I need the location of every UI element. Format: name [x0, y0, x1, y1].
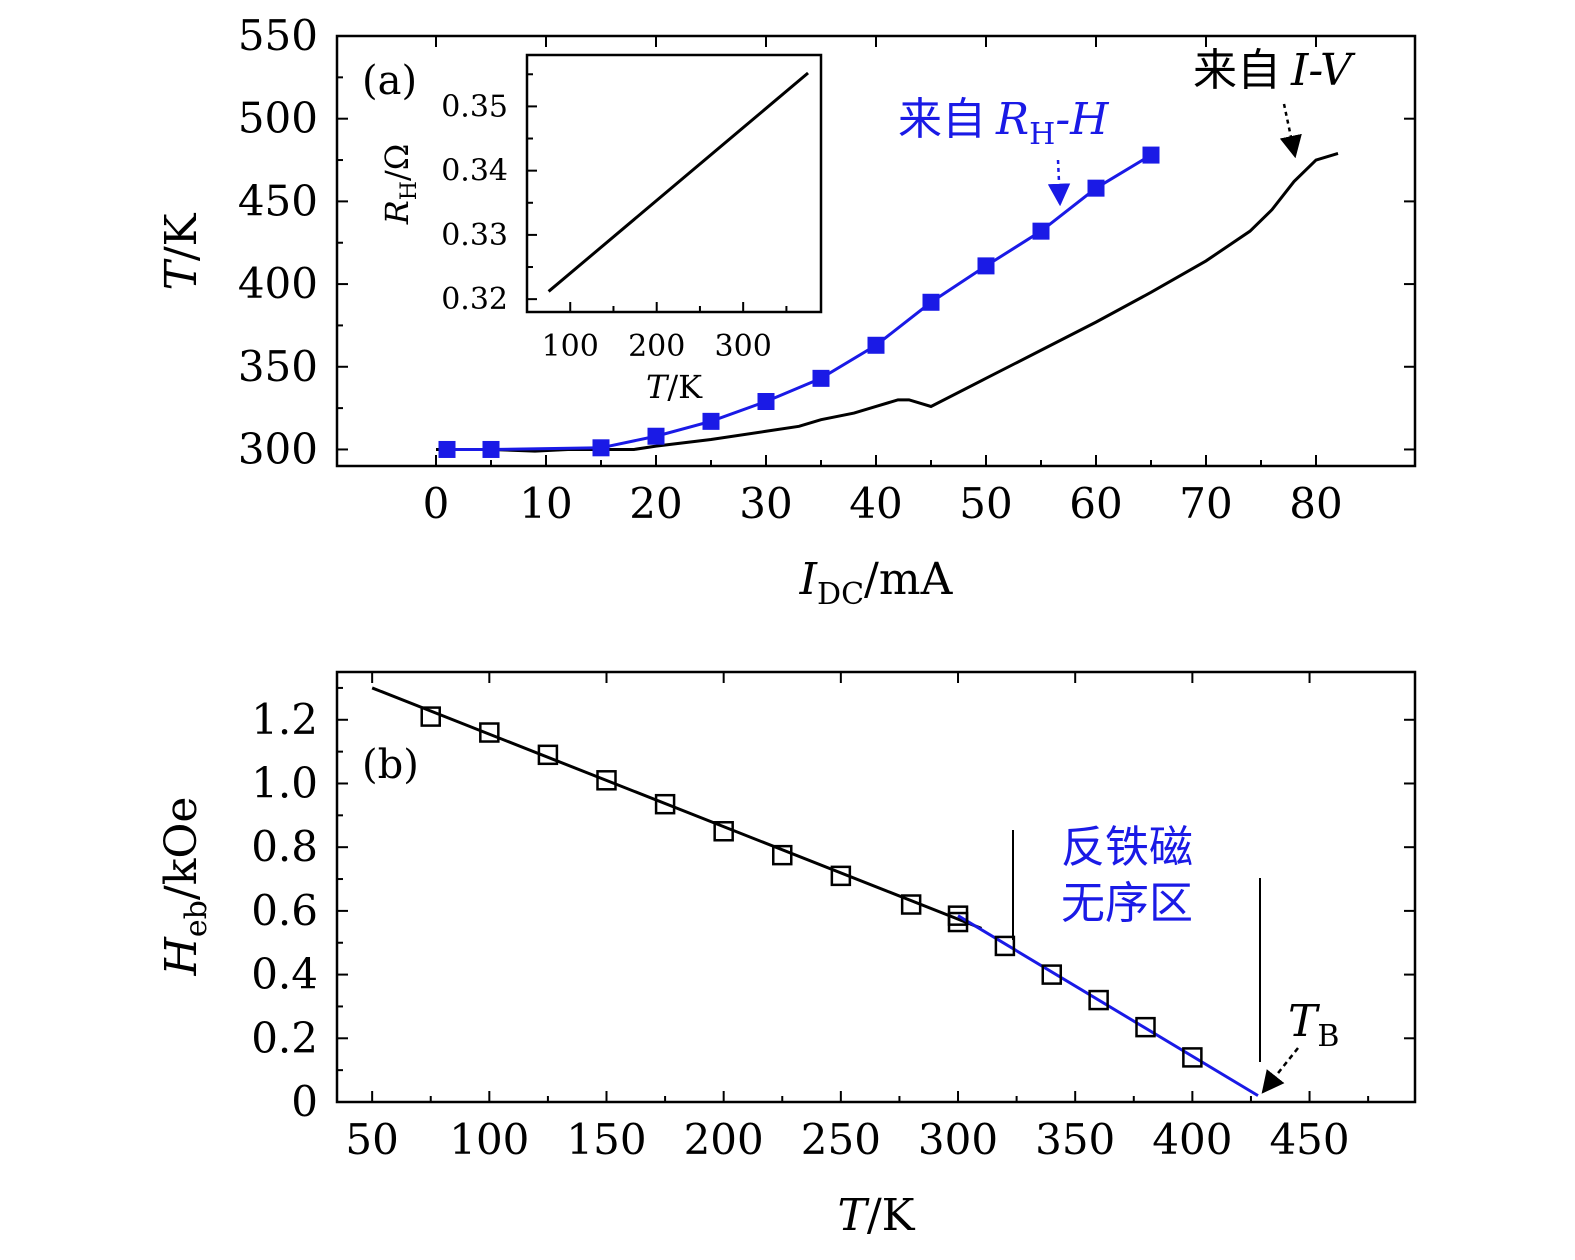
x-tick-label: 30 [739, 479, 792, 528]
data-point [947, 911, 969, 933]
blocking-temperature-arrow [1261, 1047, 1299, 1094]
inset-x-tick-label: 100 [542, 329, 599, 364]
data-point [713, 821, 734, 842]
inset-y-tick-label: 0.33 [441, 218, 508, 253]
data-point [654, 793, 676, 815]
panel-a: 0 10 20 30 40 50 60 70 80 300 350 400 450 500 550 (a)… [156, 11, 1417, 612]
y-tick-label: 1.2 [251, 695, 318, 744]
data-point [994, 935, 1016, 957]
panel-a-series [436, 146, 1339, 458]
data-point [596, 770, 617, 791]
y-tick-label: 0.6 [251, 886, 318, 935]
inset-y-title: RH/Ω [378, 144, 422, 226]
data-point-rh-h [482, 440, 500, 458]
inset-x-ticks: 100 200 300 [542, 302, 788, 364]
x-tick-label: 100 [449, 1115, 529, 1164]
panel-b-x-title: T/K [837, 1190, 915, 1241]
data-point-rh-h [438, 440, 456, 458]
panel-a-y-ticks: 300 350 400 450 500 550 [238, 11, 1415, 473]
inset-y-tick-label: 0.32 [441, 282, 508, 317]
data-point-rh-h [1142, 146, 1160, 164]
panel-b-series [371, 686, 1259, 1097]
x-tick-label: 70 [1179, 479, 1232, 528]
blocking-temperature-label: TB [1288, 996, 1339, 1054]
annotation-i-v-arrow [1279, 103, 1302, 159]
data-point-rh-h [812, 369, 830, 387]
y-tick-label: 350 [238, 342, 318, 391]
panel-b-label: (b) [362, 742, 419, 788]
data-point [420, 706, 441, 727]
data-point [1088, 989, 1109, 1011]
panel-a-y-title: T/K [156, 212, 207, 290]
x-tick-label: 350 [1035, 1115, 1115, 1164]
panel-a-label: (a) [362, 58, 417, 104]
data-point [900, 894, 922, 915]
x-tick-label: 10 [519, 479, 572, 528]
inset-x-tick-label: 200 [628, 329, 685, 364]
x-tick-label: 20 [629, 479, 682, 528]
linear-fit-black [371, 686, 983, 930]
inset-series [547, 71, 809, 293]
y-tick-label: 1.0 [251, 758, 318, 807]
inset-y-tick-label: 0.34 [441, 154, 508, 189]
data-point-rh-h [702, 412, 720, 430]
y-tick-label: 450 [238, 176, 318, 225]
y-tick-label: 300 [238, 424, 318, 473]
data-point [1182, 1047, 1203, 1068]
data-point-rh-h [1032, 222, 1050, 240]
data-point-rh-h [1087, 179, 1105, 197]
x-tick-label: 40 [849, 479, 902, 528]
y-tick-label: 400 [238, 259, 318, 308]
x-tick-label: 200 [684, 1115, 764, 1164]
region-label-line1: 反铁磁 [1061, 822, 1193, 873]
data-point-rh-h [592, 439, 610, 457]
panel-b-frame [335, 670, 1417, 1104]
inset-y-tick-label: 0.35 [441, 89, 508, 124]
data-point-rh-h [977, 257, 995, 275]
data-point [537, 744, 559, 766]
panel-b-y-ticks: 0 0.2 0.4 0.6 0.8 1.0 1.2 [251, 686, 1415, 1126]
panel-b-x-ticks: 50 100 150 200 250 300 350 400 450 [345, 672, 1370, 1164]
x-tick-label: 80 [1289, 479, 1342, 528]
y-tick-label: 500 [238, 94, 318, 143]
data-point-rh-h [867, 336, 885, 354]
y-tick-label: 0.4 [251, 950, 318, 999]
data-point [1135, 1016, 1156, 1038]
inset-y-ticks: 0.32 0.33 0.34 0.35 [441, 73, 537, 317]
x-tick-label: 50 [959, 479, 1012, 528]
panel-a-x-title: IDC/mA [799, 554, 954, 612]
inset: 100 200 300 0.32 0.33 0.34 0.35 T/K RH/Ω [378, 53, 823, 406]
annotation-rh-h-arrow [1047, 159, 1071, 207]
panel-b-y-title: Heb/kOe [156, 797, 214, 977]
inset-x-tick-label: 300 [715, 329, 772, 364]
x-tick-label: 50 [345, 1115, 398, 1164]
panel-b: 50 100 150 200 250 300 350 400 450 0 0.2 0.4 0.6 0.8… [156, 670, 1417, 1241]
region-label-line2: 无序区 [1061, 878, 1193, 929]
data-point-rh-h [922, 293, 940, 311]
data-point [772, 844, 793, 866]
x-tick-label: 450 [1269, 1115, 1349, 1164]
x-tick-label: 300 [918, 1115, 998, 1164]
data-point [1041, 964, 1063, 985]
annotation-i-v: 来自 I-V [1193, 45, 1356, 96]
inset-x-title: T/K [646, 368, 703, 406]
panel-a-x-ticks: 0 10 20 30 40 50 60 70 80 [423, 36, 1343, 528]
x-tick-label: 60 [1069, 479, 1122, 528]
data-point-rh-h [757, 393, 775, 410]
data-point [479, 722, 500, 743]
data-point-rh-h [647, 427, 665, 445]
x-tick-label: 0 [423, 479, 450, 528]
y-tick-label: 0.8 [251, 822, 318, 871]
inset-series-line [547, 71, 809, 293]
y-tick-label: 0 [291, 1077, 318, 1126]
data-point [830, 865, 852, 887]
x-tick-label: 400 [1152, 1115, 1232, 1164]
annotation-rh-h: 来自 RH-H [898, 94, 1110, 152]
y-tick-label: 0.2 [251, 1013, 318, 1062]
x-tick-label: 150 [566, 1115, 646, 1164]
x-tick-label: 250 [801, 1115, 881, 1164]
y-tick-label: 550 [238, 11, 318, 60]
